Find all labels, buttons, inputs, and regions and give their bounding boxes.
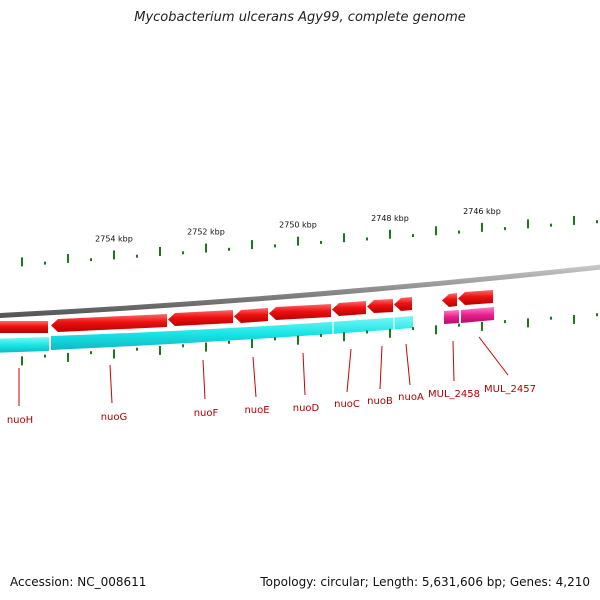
gene-label-nuoD: nuoD	[293, 403, 320, 414]
gene-label-nuoC: nuoC	[334, 399, 360, 410]
leader-nuoD	[302, 352, 306, 396]
gene-label-nuoA: nuoA	[398, 392, 424, 403]
gene-arrow-nuoF	[168, 310, 233, 326]
scale-tick-labels: 2754 kbp 2752 kbp 2750 kbp 2748 kbp 2746 kbp	[95, 207, 501, 244]
forward-strand-genes	[0, 290, 493, 333]
cds-feature-nuoH	[0, 337, 49, 353]
gene-arrow-nuoE	[234, 308, 268, 323]
scale-tick-label: 2748 kbp	[371, 214, 409, 223]
cds-feature-MUL_2457	[461, 307, 494, 323]
gene-arrow-MUL_2457	[458, 290, 493, 305]
cds-feature-MUL_2458	[444, 310, 459, 324]
gene-label-nuoH: nuoH	[7, 415, 33, 426]
gene-arrow-nuoA	[394, 297, 412, 311]
scale-tick-label: 2750 kbp	[279, 221, 317, 230]
gene-arrow-nuoC	[332, 301, 366, 316]
scale-tick-label: 2746 kbp	[463, 207, 501, 216]
gene-label-nuoB: nuoB	[367, 396, 393, 407]
gene-label-nuoF: nuoF	[194, 408, 219, 419]
genome-summary-text: Topology: circular; Length: 5,631,606 bp…	[260, 575, 590, 589]
gene-arrow-MUL_2458	[442, 293, 457, 307]
accession-text: Accession: NC_008611	[10, 575, 147, 589]
map-title: Mycobacterium ulcerans Agy99, complete g…	[134, 10, 466, 25]
gene-label-leaders	[18, 336, 509, 406]
leader-MUL_2458	[452, 340, 455, 382]
gene-arrow-nuoH	[0, 321, 48, 333]
cds-feature-nuoG-to-nuoA	[51, 316, 413, 350]
leader-nuoE	[252, 356, 257, 398]
scale-tick-label: 2754 kbp	[95, 234, 133, 243]
leader-MUL_2457	[478, 336, 509, 376]
leader-nuoF	[202, 359, 206, 400]
scale-ticks-bottom	[21, 313, 598, 366]
reverse-strand-features	[0, 307, 494, 353]
leader-nuoC	[346, 348, 352, 393]
gene-arrow-nuoG	[51, 314, 167, 332]
leader-nuoA	[405, 343, 411, 386]
scale-tick-label: 2752 kbp	[187, 228, 225, 237]
scale-ticks-top	[21, 215, 598, 267]
gene-arrow-nuoB	[367, 299, 393, 313]
gene-arrow-nuoD	[269, 304, 331, 320]
gene-label-nuoE: nuoE	[244, 405, 269, 416]
gene-labels: nuoH nuoG nuoF nuoE nuoD nuoC nuoB nuoA …	[7, 384, 536, 426]
genome-backbone	[0, 264, 600, 318]
leader-nuoG	[109, 364, 113, 404]
gene-label-nuoG: nuoG	[101, 412, 128, 423]
gene-label-MUL_2457: MUL_2457	[484, 384, 536, 395]
gene-label-MUL_2458: MUL_2458	[428, 389, 480, 400]
leader-nuoB	[379, 345, 383, 390]
